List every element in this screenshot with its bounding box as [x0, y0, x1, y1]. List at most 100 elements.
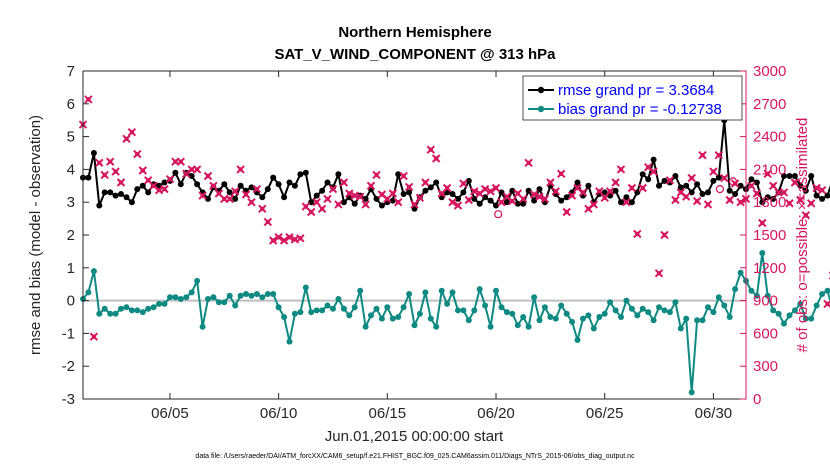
- bias-point: [215, 299, 222, 306]
- rmse-point: [406, 189, 413, 196]
- bias-point: [264, 291, 271, 297]
- bias-point: [699, 317, 706, 324]
- bias-point: [623, 297, 630, 304]
- bias-point: [161, 300, 168, 307]
- obs-marker-dot: [455, 203, 461, 208]
- obs-count-marker: [551, 187, 561, 196]
- obs-count-marker: [252, 184, 262, 194]
- bias-point: [134, 307, 141, 314]
- obs-marker-dot: [216, 191, 222, 196]
- obs-marker-dot: [477, 191, 482, 196]
- rmse-point: [520, 200, 527, 207]
- obs-count-marker: [714, 150, 724, 160]
- legend: rmse grand pr = 3.3684 bias grand pr = -…: [522, 75, 743, 121]
- obs-marker-dot: [140, 168, 145, 173]
- rmse-point: [313, 192, 320, 199]
- obs-marker-dot: [363, 202, 368, 207]
- rmse-point: [118, 191, 124, 197]
- rmse-point: [335, 171, 342, 178]
- obs-marker-dot: [97, 160, 102, 165]
- obs-marker-dot: [559, 171, 564, 176]
- obs-count-marker: [296, 234, 305, 243]
- rmse-point: [90, 150, 97, 156]
- rmse-point: [574, 179, 581, 186]
- bias-point: [416, 310, 423, 317]
- obs-count-marker: [388, 189, 398, 198]
- bias-series: [80, 250, 830, 396]
- rmse-point: [449, 191, 456, 197]
- obs-marker-dot: [417, 195, 423, 200]
- bias-point: [585, 312, 592, 319]
- rmse-point: [362, 195, 369, 202]
- bias-point: [389, 315, 396, 322]
- rmse-point: [455, 195, 461, 202]
- obs-marker-dot: [325, 196, 330, 202]
- obs-count-marker: [633, 229, 642, 239]
- bias-point: [259, 294, 266, 301]
- bias-point: [503, 309, 510, 316]
- rmse-point: [715, 174, 722, 181]
- obs-count-marker: [241, 190, 251, 199]
- bias-point: [628, 305, 635, 312]
- bias-point: [351, 304, 358, 311]
- x-tick-label: 06/20: [477, 405, 515, 422]
- obs-count-marker: [160, 184, 169, 194]
- rmse-point: [123, 194, 130, 201]
- bias-point: [471, 307, 478, 314]
- obs-count-marker: [622, 197, 631, 207]
- bias-point: [759, 250, 766, 256]
- obs-count-marker: [453, 201, 463, 210]
- rmse-point: [96, 202, 103, 209]
- rmse-point: [107, 189, 114, 196]
- rmse-point: [139, 182, 146, 189]
- rmse-point: [753, 179, 760, 186]
- obs-count-marker: [758, 218, 767, 228]
- chart-title: Northern Hemisphere: [338, 24, 491, 41]
- bias-point: [525, 323, 532, 330]
- rmse-point: [378, 202, 385, 209]
- rmse-point: [514, 200, 521, 207]
- obs-marker-dot: [194, 167, 200, 172]
- rmse-point: [291, 182, 298, 189]
- obs-count-marker: [768, 181, 778, 191]
- obs-marker-dot: [586, 206, 591, 211]
- obs-marker-dot: [700, 153, 705, 158]
- obs-count-marker: [111, 167, 120, 176]
- bias-point: [378, 315, 385, 322]
- obs-count-marker: [595, 187, 604, 196]
- x-tick-label: 06/25: [586, 405, 624, 422]
- y-tick-label: 1: [67, 260, 75, 277]
- bias-point: [340, 305, 347, 312]
- obs-marker-dot: [510, 198, 515, 204]
- obs-marker-dot: [401, 173, 406, 179]
- obs-marker-dot: [303, 204, 308, 209]
- obs-marker-dot: [792, 180, 798, 185]
- rmse-point: [699, 191, 706, 197]
- obs-marker-dot: [238, 167, 243, 172]
- bias-point: [786, 312, 793, 319]
- obs-marker-dot: [379, 192, 385, 197]
- obs-count-marker: [410, 200, 419, 209]
- bias-point: [520, 314, 527, 320]
- obs-marker-dot: [385, 196, 390, 202]
- bias-point: [710, 309, 717, 316]
- legend-rmse-label: rmse grand pr = 3.3684: [558, 82, 714, 99]
- obs-count-marker: [470, 187, 479, 196]
- bias-point: [726, 314, 733, 320]
- obs-marker-dot: [694, 198, 700, 204]
- rmse-point: [759, 199, 766, 206]
- obs-count-marker: [334, 200, 343, 209]
- obs-count-marker: [817, 185, 827, 195]
- obs-count-marker: [600, 193, 609, 203]
- obs-count-marker: [431, 154, 441, 163]
- obs-marker-dot: [504, 194, 510, 199]
- obs-count-marker: [105, 157, 115, 166]
- obs-count-marker: [725, 195, 734, 205]
- obs-marker-dot: [765, 171, 770, 176]
- rmse-point: [172, 169, 179, 176]
- rmse-point: [145, 189, 152, 196]
- obs-count-marker: [236, 165, 245, 174]
- rmse-point: [232, 195, 239, 202]
- bias-point: [509, 310, 516, 317]
- bias-point: [661, 307, 668, 314]
